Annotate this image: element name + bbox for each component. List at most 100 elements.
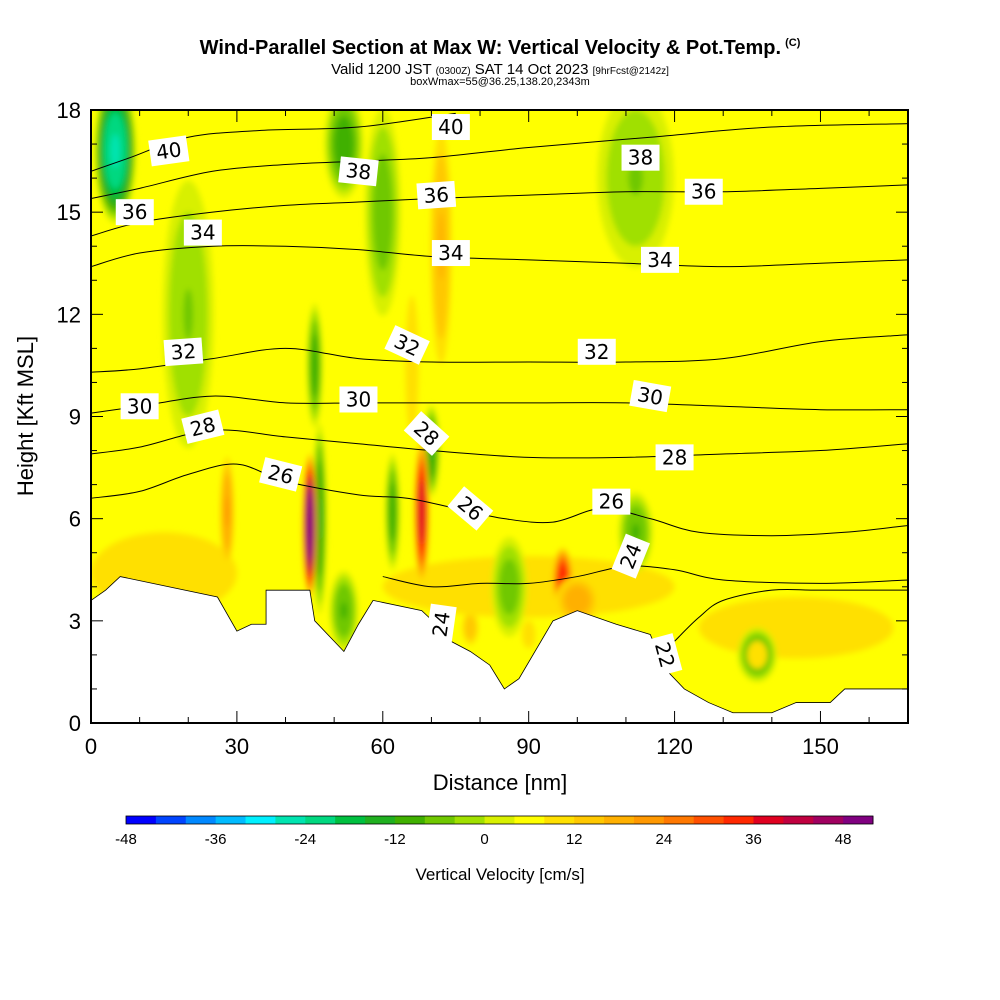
contour-label-box bbox=[647, 633, 683, 677]
downdraft-cell bbox=[183, 288, 194, 340]
colorbar-tick-label: -48 bbox=[115, 831, 137, 848]
contour-label-box bbox=[592, 488, 631, 515]
contour-label-group: 40 bbox=[431, 114, 470, 141]
contour-label: 30 bbox=[636, 382, 665, 410]
theta-contour-22 bbox=[674, 588, 908, 642]
contour-label-group: 36 bbox=[416, 180, 457, 210]
chart-subtitle: Valid 1200 JST (0300Z) SAT 14 Oct 2023 [… bbox=[0, 61, 1000, 78]
contour-label-box bbox=[259, 457, 303, 492]
contour-label: 34 bbox=[190, 221, 215, 245]
contour-label-group: 30 bbox=[120, 393, 159, 420]
contour-label: 28 bbox=[188, 412, 219, 441]
contour-label: 32 bbox=[584, 340, 609, 364]
colorbar-swatch bbox=[544, 816, 575, 824]
warm-belt bbox=[698, 596, 894, 659]
colorbar-swatch bbox=[663, 816, 695, 824]
colorbar-swatch bbox=[424, 816, 456, 824]
forecast-info: [9hrFcst@2142z] bbox=[592, 66, 669, 77]
contour-label-group: 24 bbox=[425, 603, 457, 645]
contour-label-box bbox=[163, 337, 204, 367]
x-tick-label: 90 bbox=[516, 734, 540, 759]
colorbar-swatch bbox=[305, 816, 336, 824]
warm-belt bbox=[382, 556, 675, 618]
colorbar: -48 -36 -24 -12 0 12 24 36 48 bbox=[115, 815, 874, 848]
x-tick-label: 30 bbox=[225, 734, 249, 759]
contour-label-box bbox=[338, 156, 379, 187]
contour-label-group: 30 bbox=[339, 386, 378, 413]
contour-label: 30 bbox=[346, 387, 371, 411]
box-info: boxWmax=55@36.25,138.20,2343m bbox=[410, 76, 590, 88]
contour-label: 36 bbox=[122, 200, 147, 224]
colorbar-frame bbox=[125, 815, 874, 825]
contour-label: 40 bbox=[438, 115, 463, 139]
colorbar-swatch bbox=[335, 816, 366, 824]
copyright-mark: (C) bbox=[785, 37, 801, 50]
colorbar-swatch bbox=[693, 816, 725, 824]
contour-label-box bbox=[611, 533, 650, 579]
colorbar-swatch bbox=[514, 816, 545, 824]
updraft-cell bbox=[225, 496, 230, 528]
colorbar-tick-label: -24 bbox=[294, 831, 316, 848]
contour-label-box bbox=[431, 114, 470, 141]
updraft-cell bbox=[308, 506, 312, 545]
contour-label: 30 bbox=[127, 394, 152, 418]
colorbar-swatch bbox=[394, 816, 426, 824]
contour-label-box bbox=[416, 180, 457, 210]
downdraft-cell bbox=[388, 481, 397, 542]
contour-label-box bbox=[431, 240, 470, 267]
contour-label-box bbox=[621, 144, 660, 171]
colorbar-tick-label: -12 bbox=[384, 831, 406, 848]
contour-label-box bbox=[384, 325, 430, 365]
downdraft-cell bbox=[110, 133, 121, 168]
colorbar-swatch bbox=[843, 816, 874, 824]
colorbar-swatch bbox=[215, 816, 247, 824]
colorbar-swatch bbox=[275, 816, 306, 824]
colorbar-tick-label: 24 bbox=[655, 831, 672, 848]
y-tick-label: 6 bbox=[69, 507, 81, 532]
theta-contour-30 bbox=[91, 395, 908, 414]
valid-utc: (0300Z) bbox=[435, 66, 471, 77]
colorbar-swatch bbox=[783, 816, 814, 824]
contour-label-box bbox=[183, 219, 222, 246]
contour-label-group: 34 bbox=[431, 240, 470, 267]
y-tick-label: 9 bbox=[69, 405, 81, 430]
contour-label-box bbox=[148, 135, 190, 167]
terrain bbox=[90, 576, 908, 724]
contour-label-box bbox=[684, 178, 723, 205]
colorbar-tick-label: 48 bbox=[835, 831, 852, 848]
contour-label-group: 28 bbox=[181, 409, 225, 444]
colorbar-tick-label: 12 bbox=[566, 831, 583, 848]
contour-label-box bbox=[655, 444, 694, 471]
colorbar-swatch bbox=[753, 816, 784, 824]
updraft-cell bbox=[747, 640, 768, 669]
updraft-cell bbox=[564, 585, 591, 615]
downdraft-cell bbox=[372, 154, 393, 271]
x-tick-label: 60 bbox=[371, 734, 395, 759]
x-tick-label: 150 bbox=[802, 734, 839, 759]
valid-time: Valid 1200 JST bbox=[331, 61, 432, 78]
colorbar-swatch bbox=[633, 816, 665, 824]
contour-label: 34 bbox=[647, 248, 672, 272]
potential-temperature-contours bbox=[91, 112, 908, 642]
colorbar-title: Vertical Velocity [cm/s] bbox=[415, 865, 584, 884]
chart-title-text: Wind-Parallel Section at Max W: Vertical… bbox=[199, 37, 782, 59]
colorbar-swatch bbox=[155, 816, 187, 824]
colorbar-swatch bbox=[185, 816, 217, 824]
updraft-cell bbox=[418, 479, 426, 545]
contour-label-group: 22 bbox=[647, 633, 683, 677]
contour-label: 26 bbox=[265, 460, 296, 489]
contour-label-box bbox=[447, 486, 494, 531]
x-tick-label: 120 bbox=[656, 734, 693, 759]
updraft-cell bbox=[405, 295, 419, 436]
contour-label-group: 34 bbox=[640, 246, 679, 273]
y-tick-label: 18 bbox=[57, 98, 81, 123]
colorbar-swatch bbox=[723, 816, 754, 824]
terrain-mask bbox=[91, 576, 908, 724]
contour-label: 38 bbox=[628, 146, 653, 170]
colorbar-swatch bbox=[574, 816, 605, 824]
contour-label-box bbox=[181, 409, 225, 444]
contour-label-group: 32 bbox=[163, 337, 204, 367]
contour-label: 32 bbox=[170, 339, 197, 365]
colorbar-swatch bbox=[454, 816, 486, 824]
valid-date: SAT 14 Oct 2023 bbox=[474, 61, 589, 78]
